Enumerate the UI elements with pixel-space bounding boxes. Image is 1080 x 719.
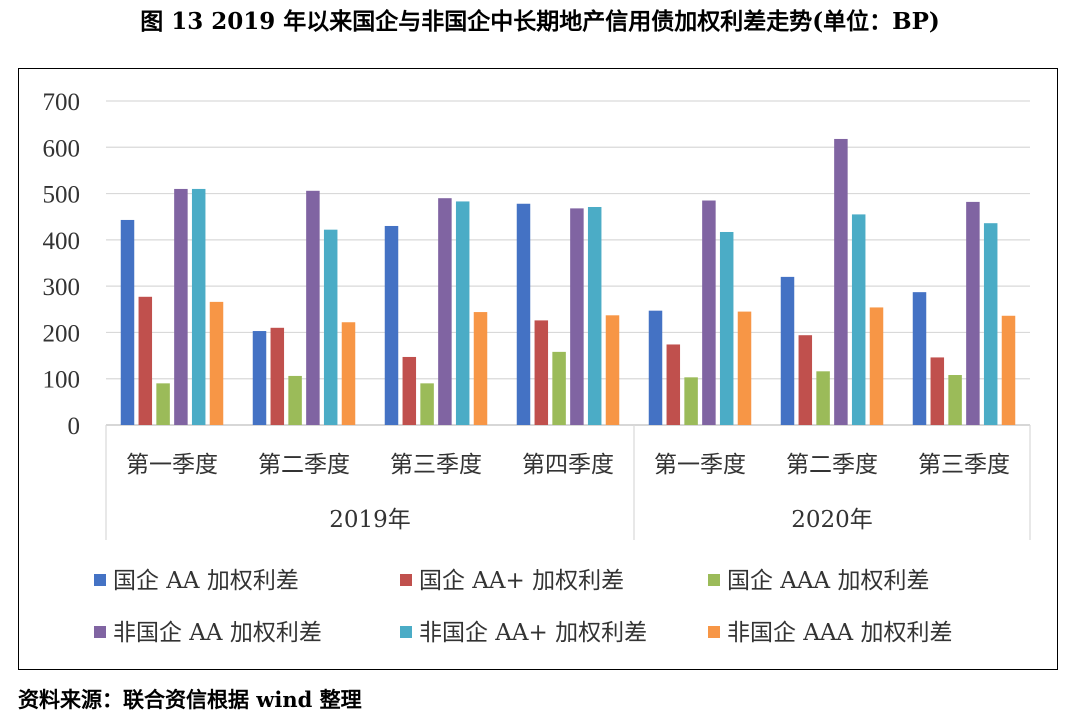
source-note: 资料来源：联合资信根据 wind 整理 bbox=[18, 687, 362, 712]
x-group-label: 2020年 bbox=[791, 507, 873, 533]
x-tick-label: 第三季度 bbox=[390, 452, 482, 478]
bar bbox=[948, 375, 962, 425]
y-tick-label: 300 bbox=[43, 274, 81, 301]
legend-label: 国企 AA+ 加权利差 bbox=[419, 568, 624, 594]
bar bbox=[684, 377, 698, 425]
y-tick-label: 200 bbox=[43, 320, 81, 347]
bar bbox=[341, 322, 356, 425]
x-tick-label: 第一季度 bbox=[126, 452, 218, 478]
bar bbox=[648, 310, 663, 425]
y-tick-label: 400 bbox=[43, 228, 81, 255]
bar bbox=[156, 383, 170, 425]
bar bbox=[587, 206, 602, 425]
bar bbox=[780, 276, 795, 425]
legend-swatch bbox=[400, 574, 412, 586]
y-tick-label: 100 bbox=[43, 367, 81, 394]
bar bbox=[666, 344, 681, 425]
legend-label: 非国企 AA+ 加权利差 bbox=[419, 620, 647, 646]
y-tick-label: 600 bbox=[43, 135, 81, 162]
legend-swatch bbox=[94, 574, 106, 586]
bar bbox=[473, 312, 488, 425]
bar bbox=[570, 208, 584, 425]
legend-label: 国企 AAA 加权利差 bbox=[727, 568, 929, 594]
bar bbox=[438, 198, 452, 425]
bar bbox=[306, 190, 320, 425]
legend-label: 非国企 AA 加权利差 bbox=[113, 620, 322, 646]
legend-swatch bbox=[400, 626, 412, 638]
x-group-label: 2019年 bbox=[329, 507, 411, 533]
bar bbox=[552, 351, 566, 425]
bar bbox=[869, 307, 884, 425]
bar bbox=[966, 201, 980, 425]
bar bbox=[834, 138, 848, 425]
chart-frame bbox=[18, 68, 1058, 670]
bar bbox=[1001, 315, 1016, 425]
bar bbox=[209, 301, 224, 425]
figure-title: 图 13 2019 年以来国企与非国企中长期地产信用债加权利差走势(单位：BP) bbox=[140, 8, 940, 35]
bar bbox=[816, 371, 830, 425]
x-tick-label: 第四季度 bbox=[522, 452, 614, 478]
legend-label: 非国企 AAA 加权利差 bbox=[727, 620, 952, 646]
bar bbox=[516, 203, 531, 425]
bar bbox=[851, 214, 866, 425]
y-tick-label: 500 bbox=[43, 182, 81, 209]
bar bbox=[402, 356, 417, 425]
x-tick-label: 第二季度 bbox=[786, 452, 878, 478]
bar bbox=[191, 188, 206, 425]
x-tick-label: 第二季度 bbox=[258, 452, 350, 478]
bar bbox=[912, 292, 927, 425]
bar bbox=[120, 219, 135, 425]
bar bbox=[252, 331, 267, 425]
bar bbox=[420, 383, 434, 425]
legend-swatch bbox=[708, 626, 720, 638]
bar bbox=[384, 225, 399, 425]
bar bbox=[455, 201, 470, 425]
bar bbox=[737, 311, 752, 425]
x-tick-label: 第三季度 bbox=[918, 452, 1010, 478]
x-tick-label: 第一季度 bbox=[654, 452, 746, 478]
legend-swatch bbox=[94, 626, 106, 638]
y-tick-label: 0 bbox=[68, 413, 81, 440]
bar bbox=[798, 335, 813, 425]
bar bbox=[702, 200, 716, 425]
bar bbox=[174, 188, 188, 425]
legend-swatch bbox=[708, 574, 720, 586]
y-tick-label: 700 bbox=[43, 89, 81, 116]
bar bbox=[605, 315, 620, 425]
bar bbox=[288, 375, 302, 425]
bar bbox=[534, 320, 549, 425]
bar bbox=[270, 327, 285, 425]
bar bbox=[323, 229, 338, 425]
bar bbox=[983, 223, 998, 425]
legend-label: 国企 AA 加权利差 bbox=[113, 568, 299, 594]
bar bbox=[138, 296, 153, 425]
bar bbox=[930, 357, 945, 425]
bar bbox=[719, 231, 734, 425]
